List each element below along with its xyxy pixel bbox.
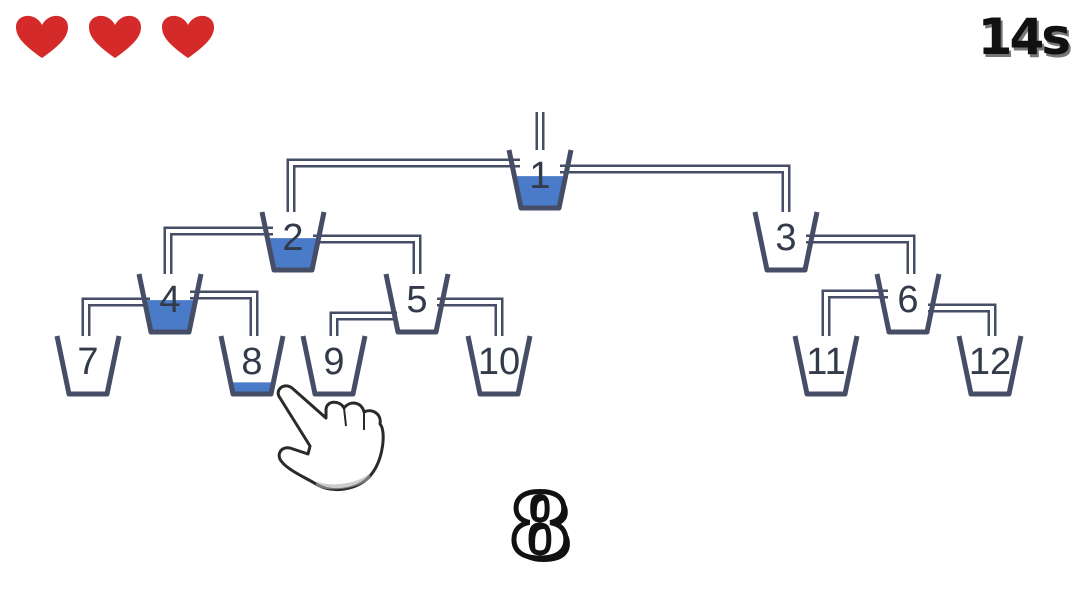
cup-12[interactable]: 12: [956, 335, 1024, 397]
pipe-4-to-7: [81, 297, 150, 336]
cup-2-label: 2: [282, 217, 303, 259]
cup-7[interactable]: 7: [54, 335, 122, 397]
heart-icon: [16, 15, 68, 59]
cup-9[interactable]: 9: [300, 335, 368, 397]
cup-6-label: 6: [897, 279, 918, 321]
cup-9-label: 9: [323, 341, 344, 383]
cup-11-label: 11: [806, 341, 845, 383]
cup-7-outline: [54, 335, 122, 397]
cup-2[interactable]: 2: [259, 211, 327, 273]
cup-11[interactable]: 11: [792, 335, 860, 397]
cup-12-label: 12: [969, 341, 1011, 383]
cup-11-outline: [792, 335, 860, 397]
cup-3-outline: [752, 211, 820, 273]
cup-3-label: 3: [775, 217, 796, 259]
cup-10-outline: [465, 335, 533, 397]
cup-9-outline: [300, 335, 368, 397]
cup-2-water: [267, 238, 319, 270]
cup-4-water: [144, 300, 196, 332]
pipe-network: [81, 112, 997, 336]
pipe-5-to-9: [329, 311, 397, 336]
cup-3[interactable]: 3: [752, 211, 820, 273]
cup-2-outline: [259, 211, 327, 273]
heart-icon: [162, 15, 214, 59]
pipe-1-to-3: [560, 164, 791, 212]
cup-5[interactable]: 5: [383, 273, 451, 335]
pipe-5-to-10: [437, 297, 504, 336]
pipe-3-to-6: [806, 234, 916, 274]
cup-8-outline: [218, 335, 286, 397]
cup-4-label: 4: [159, 279, 180, 321]
cup-6-outline: [874, 273, 942, 335]
cup-5-label: 5: [406, 279, 427, 321]
cup-8-label: 8: [241, 341, 262, 383]
cup-4[interactable]: 4: [136, 273, 204, 335]
pipe-2-to-4: [163, 226, 273, 274]
cup-tree: 12 34 5 67 8 9 10 11 12: [54, 149, 1024, 397]
pipe-1-to-2: [286, 158, 520, 212]
cup-1-label: 1: [529, 155, 550, 197]
pipe-6-to-11: [821, 289, 888, 336]
cup-6[interactable]: 6: [874, 273, 942, 335]
cup-4-outline: [136, 273, 204, 335]
timer-display: 14s: [977, 8, 1071, 66]
cup-12-outline: [956, 335, 1024, 397]
cup-5-outline: [383, 273, 451, 335]
pipe-4-to-8: [190, 290, 259, 336]
cup-10-label: 10: [478, 341, 520, 383]
cup-7-label: 7: [77, 341, 98, 383]
target-cup-number: 8: [507, 472, 573, 581]
heart-icon: [89, 15, 141, 59]
cup-1-water: [514, 176, 566, 208]
pipe-2-to-5: [313, 234, 422, 274]
cup-1[interactable]: 1: [506, 149, 574, 211]
cup-8-water: [230, 382, 274, 394]
cup-8[interactable]: 8: [218, 335, 286, 397]
cup-1-outline: [506, 149, 574, 211]
cup-10[interactable]: 10: [465, 335, 533, 397]
pipe-6-to-12: [928, 303, 997, 336]
pointing-hand-icon: [276, 384, 385, 492]
